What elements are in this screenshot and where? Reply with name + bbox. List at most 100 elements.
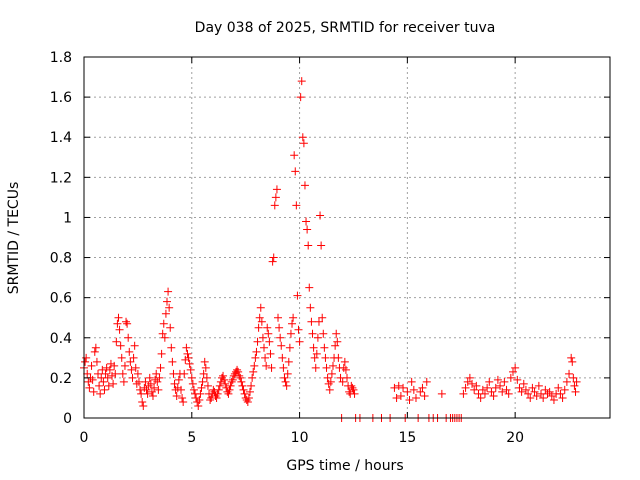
data-point bbox=[213, 389, 222, 398]
data-point bbox=[572, 377, 581, 386]
plot-frame bbox=[83, 56, 611, 419]
data-point bbox=[399, 383, 408, 392]
data-point bbox=[283, 369, 292, 378]
data-point bbox=[289, 313, 298, 322]
data-point bbox=[256, 303, 265, 312]
data-point bbox=[571, 387, 580, 396]
data-point bbox=[282, 381, 291, 390]
data-point bbox=[151, 375, 160, 384]
data-point bbox=[263, 323, 272, 332]
data-point bbox=[291, 167, 300, 176]
data-point bbox=[179, 397, 188, 406]
data-point bbox=[257, 317, 266, 326]
data-point bbox=[270, 201, 279, 210]
data-point bbox=[253, 337, 262, 346]
data-point bbox=[493, 375, 502, 384]
data-point bbox=[543, 389, 552, 398]
data-point bbox=[297, 77, 306, 86]
data-point bbox=[244, 393, 253, 402]
data-point bbox=[327, 369, 336, 378]
data-point bbox=[173, 383, 182, 392]
data-point bbox=[504, 389, 513, 398]
data-point bbox=[114, 313, 123, 322]
data-point bbox=[541, 385, 550, 394]
data-point bbox=[85, 383, 94, 392]
data-point bbox=[123, 319, 132, 328]
data-point bbox=[350, 389, 359, 398]
data-point bbox=[180, 369, 189, 378]
data-point bbox=[251, 353, 260, 362]
data-point bbox=[334, 353, 343, 362]
data-point bbox=[328, 361, 337, 370]
data-point bbox=[224, 389, 233, 398]
data-point bbox=[506, 373, 515, 382]
data-point bbox=[193, 397, 202, 406]
data-point bbox=[403, 387, 412, 396]
data-point bbox=[192, 393, 201, 402]
data-point bbox=[268, 257, 277, 266]
data-point bbox=[140, 383, 149, 392]
data-point bbox=[437, 389, 446, 398]
data-point bbox=[262, 361, 271, 370]
data-point bbox=[277, 341, 286, 350]
x-tick-label: 15 bbox=[398, 430, 416, 446]
data-point bbox=[158, 329, 167, 338]
data-point bbox=[340, 357, 349, 366]
data-point bbox=[284, 357, 293, 366]
data-point bbox=[118, 369, 127, 378]
data-point bbox=[236, 373, 245, 382]
data-point bbox=[195, 395, 204, 404]
data-point bbox=[221, 379, 230, 388]
data-point bbox=[201, 363, 210, 372]
data-point bbox=[103, 373, 112, 382]
data-point bbox=[549, 395, 558, 404]
data-point bbox=[508, 367, 517, 376]
data-point bbox=[237, 377, 246, 386]
data-point bbox=[226, 381, 235, 390]
data-point bbox=[318, 313, 327, 322]
data-point bbox=[264, 329, 273, 338]
data-point bbox=[468, 379, 477, 388]
data-point bbox=[472, 381, 481, 390]
data-point bbox=[125, 347, 134, 356]
data-point bbox=[524, 389, 533, 398]
x-tick-label: 0 bbox=[80, 430, 89, 446]
data-point bbox=[265, 337, 274, 346]
data-point bbox=[396, 391, 405, 400]
data-point bbox=[487, 387, 496, 396]
data-point bbox=[560, 385, 569, 394]
data-point bbox=[245, 387, 254, 396]
data-point bbox=[90, 347, 99, 356]
data-point bbox=[117, 353, 126, 362]
data-point bbox=[568, 357, 577, 366]
data-point bbox=[286, 329, 295, 338]
data-point bbox=[178, 393, 187, 402]
data-point bbox=[498, 387, 507, 396]
data-point bbox=[325, 385, 334, 394]
data-point bbox=[124, 333, 133, 342]
x-axis-label: GPS time / hours bbox=[286, 458, 403, 474]
data-point bbox=[562, 377, 571, 386]
y-tick-label: 0.8 bbox=[50, 251, 72, 267]
data-point bbox=[199, 369, 208, 378]
data-point bbox=[112, 337, 121, 346]
data-point bbox=[465, 373, 474, 382]
data-point bbox=[310, 353, 319, 362]
data-point bbox=[155, 373, 164, 382]
data-point bbox=[349, 385, 358, 394]
data-point bbox=[272, 185, 281, 194]
data-point bbox=[292, 201, 301, 210]
data-point bbox=[200, 357, 209, 366]
data-point bbox=[120, 361, 129, 370]
data-point bbox=[164, 287, 173, 296]
data-point bbox=[99, 377, 108, 386]
data-point bbox=[307, 317, 316, 326]
data-point bbox=[309, 343, 318, 352]
data-point bbox=[177, 385, 186, 394]
data-point bbox=[526, 393, 535, 402]
data-point bbox=[418, 383, 427, 392]
data-point bbox=[279, 363, 288, 372]
data-point bbox=[197, 383, 206, 392]
data-point bbox=[174, 375, 183, 384]
